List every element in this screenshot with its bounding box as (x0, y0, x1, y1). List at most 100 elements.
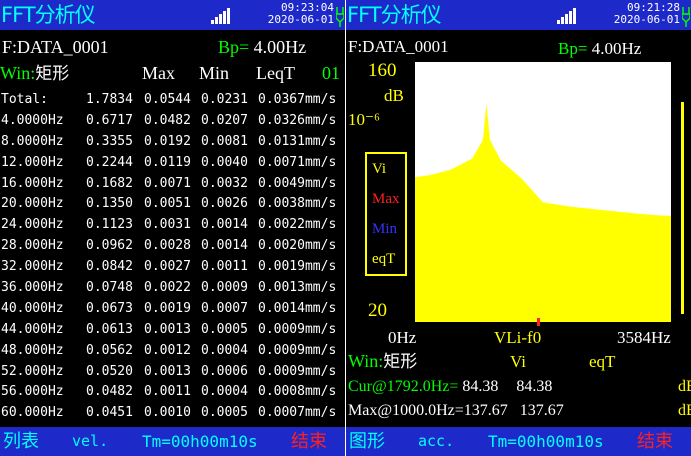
cell-min: 0.0011 (201, 259, 248, 275)
bp-label: Bp= (558, 39, 588, 58)
cell-frequency: 60.000Hz (1, 405, 64, 421)
table-row: 12.000Hz 0.2244 0.0119 0.0040 0.0071mm/s (0, 153, 345, 174)
max-unit: dB (678, 402, 691, 419)
cell-frequency: 12.000Hz (1, 154, 64, 170)
max-label: Max@1000.0Hz= (348, 402, 464, 419)
time-text: 09:21:28 (627, 1, 680, 14)
cell-max: 0.0192 (144, 133, 191, 149)
cell-frequency: 40.000Hz (1, 300, 64, 316)
title-bar: FFT分析仪 09:23:04 2020-06-01 (0, 0, 345, 30)
cell-max: 0.0027 (144, 259, 191, 275)
bottom-bar: 图形 acc. Tm=00h00m10s 结束 (346, 427, 691, 456)
window-type: Win:矩形 (348, 350, 417, 373)
y-axis-reference: 10⁻⁶ (348, 110, 380, 129)
cell-min: 0.0014 (201, 217, 248, 233)
mode-button[interactable]: 列表 (3, 431, 39, 452)
end-button[interactable]: 结束 (637, 431, 673, 452)
cell-frequency: 52.000Hz (1, 363, 64, 379)
cell-leqt: 0.0020mm/s (258, 238, 337, 254)
table-row: 40.000Hz 0.0673 0.0019 0.0007 0.0014mm/s (0, 299, 345, 320)
file-name: F:DATA_0001 (2, 37, 109, 57)
table-row: 24.000Hz 0.1123 0.0031 0.0014 0.0022mm/s (0, 215, 345, 236)
title-bar: FFT分析仪 09:21:28 2020-06-01 (346, 0, 691, 30)
cell-max: 0.0051 (144, 196, 191, 212)
cell-max: 0.0011 (144, 384, 191, 400)
header-eqt: eqT (589, 352, 616, 371)
cell-leqt: 0.0009mm/s (258, 342, 337, 358)
plug-icon (682, 7, 690, 27)
cell-min: 0.0006 (201, 363, 248, 379)
cell-vi: 0.0613 (86, 321, 133, 337)
cell-vi: 0.3355 (86, 133, 133, 149)
unit-button[interactable]: acc. (418, 432, 455, 450)
win-value: 矩形 (35, 64, 70, 84)
legend-max: Max (372, 191, 400, 207)
x-axis-marker-label: VLi-f0 (494, 328, 542, 347)
end-button[interactable]: 结束 (291, 431, 327, 452)
table-row: 52.000Hz 0.0520 0.0013 0.0006 0.0009mm/s (0, 362, 345, 383)
legend-eqt: eqT (372, 251, 396, 267)
cell-frequency: 24.000Hz (1, 217, 64, 233)
cell-vi: 1.7834 (86, 92, 133, 107)
cursor-unit: dB (678, 378, 691, 395)
cell-vi: 0.2244 (86, 154, 133, 170)
cell-frequency: 20.000Hz (1, 196, 64, 212)
cell-vi: 0.0842 (86, 259, 133, 275)
y-axis-unit: dB (384, 86, 404, 105)
cell-vi: 0.1350 (86, 196, 133, 212)
elapsed-time: Tm=00h00m10s (488, 432, 604, 451)
fft-graph-screen: FFT分析仪 09:21:28 2020-06-01 F:DATA_0001 B… (346, 0, 691, 456)
cell-leqt: 0.0326mm/s (258, 112, 337, 128)
max-readout: Max@1000.0Hz=137.67 137.67 (348, 400, 564, 422)
cell-frequency: 44.000Hz (1, 321, 64, 337)
cell-min: 0.0231 (201, 92, 248, 107)
cell-frequency: 28.000Hz (1, 238, 64, 254)
bandwidth: Bp= 4.00Hz (218, 36, 306, 58)
right-scroll-cursor[interactable] (681, 102, 684, 314)
cell-min: 0.0026 (201, 196, 248, 212)
signal-icon (211, 8, 233, 24)
cell-max: 0.0012 (144, 342, 191, 358)
cell-vi: 0.0748 (86, 280, 133, 296)
cursor-vi-value: 84.38 (462, 378, 499, 395)
cell-min: 0.0040 (201, 154, 248, 170)
elapsed-time: Tm=00h00m10s (142, 432, 258, 451)
x-axis-max: 3584Hz (617, 328, 671, 347)
y-axis-max: 160 (368, 60, 397, 81)
date-text: 2020-06-01 (613, 13, 680, 26)
cell-min: 0.0004 (201, 384, 248, 400)
time-text: 09:23:04 (281, 1, 334, 14)
cell-min: 0.0005 (201, 321, 248, 337)
cursor-marker[interactable] (537, 318, 540, 326)
cell-leqt: 0.0009mm/s (258, 363, 337, 379)
table-row: 4.0000Hz 0.6717 0.0482 0.0207 0.0326mm/s (0, 111, 345, 132)
datetime: 09:23:04 2020-06-01 (254, 2, 334, 26)
cell-vi: 0.1682 (86, 175, 133, 191)
y-axis-min: 20 (368, 300, 387, 321)
spectrum-plot[interactable] (415, 62, 671, 322)
legend-min: Min (372, 221, 398, 237)
cell-max: 0.0013 (144, 363, 191, 379)
mode-button[interactable]: 图形 (349, 431, 385, 452)
cell-min: 0.0032 (201, 175, 248, 191)
bp-label: Bp= (218, 37, 250, 57)
unit-button[interactable]: vel. (72, 432, 109, 450)
page-number: 01 (322, 63, 340, 83)
cell-leqt: 0.0367mm/s (258, 92, 337, 107)
col-min-header: Min (199, 63, 230, 83)
x-axis-min: 0Hz (388, 328, 417, 347)
cell-vi: 0.0962 (86, 238, 133, 254)
cell-min: 0.0081 (201, 133, 248, 149)
cell-max: 0.0022 (144, 280, 191, 296)
cell-leqt: 0.0007mm/s (258, 405, 337, 421)
cell-min: 0.0005 (201, 405, 248, 421)
cursor-readout: Cur@1792.0Hz= 84.38 84.38 (348, 376, 552, 398)
cell-leqt: 0.0071mm/s (258, 154, 337, 170)
legend: Vi Max Min eqT (365, 152, 407, 276)
cell-vi: 0.6717 (86, 112, 133, 128)
cell-frequency: 36.000Hz (1, 280, 64, 296)
bp-value: 4.00Hz (253, 37, 307, 57)
table-row: 56.000Hz 0.0482 0.0011 0.0004 0.0008mm/s (0, 382, 345, 403)
cursor-label: Cur@1792.0Hz= (348, 378, 459, 395)
max-eqt-value: 137.67 (519, 402, 564, 419)
